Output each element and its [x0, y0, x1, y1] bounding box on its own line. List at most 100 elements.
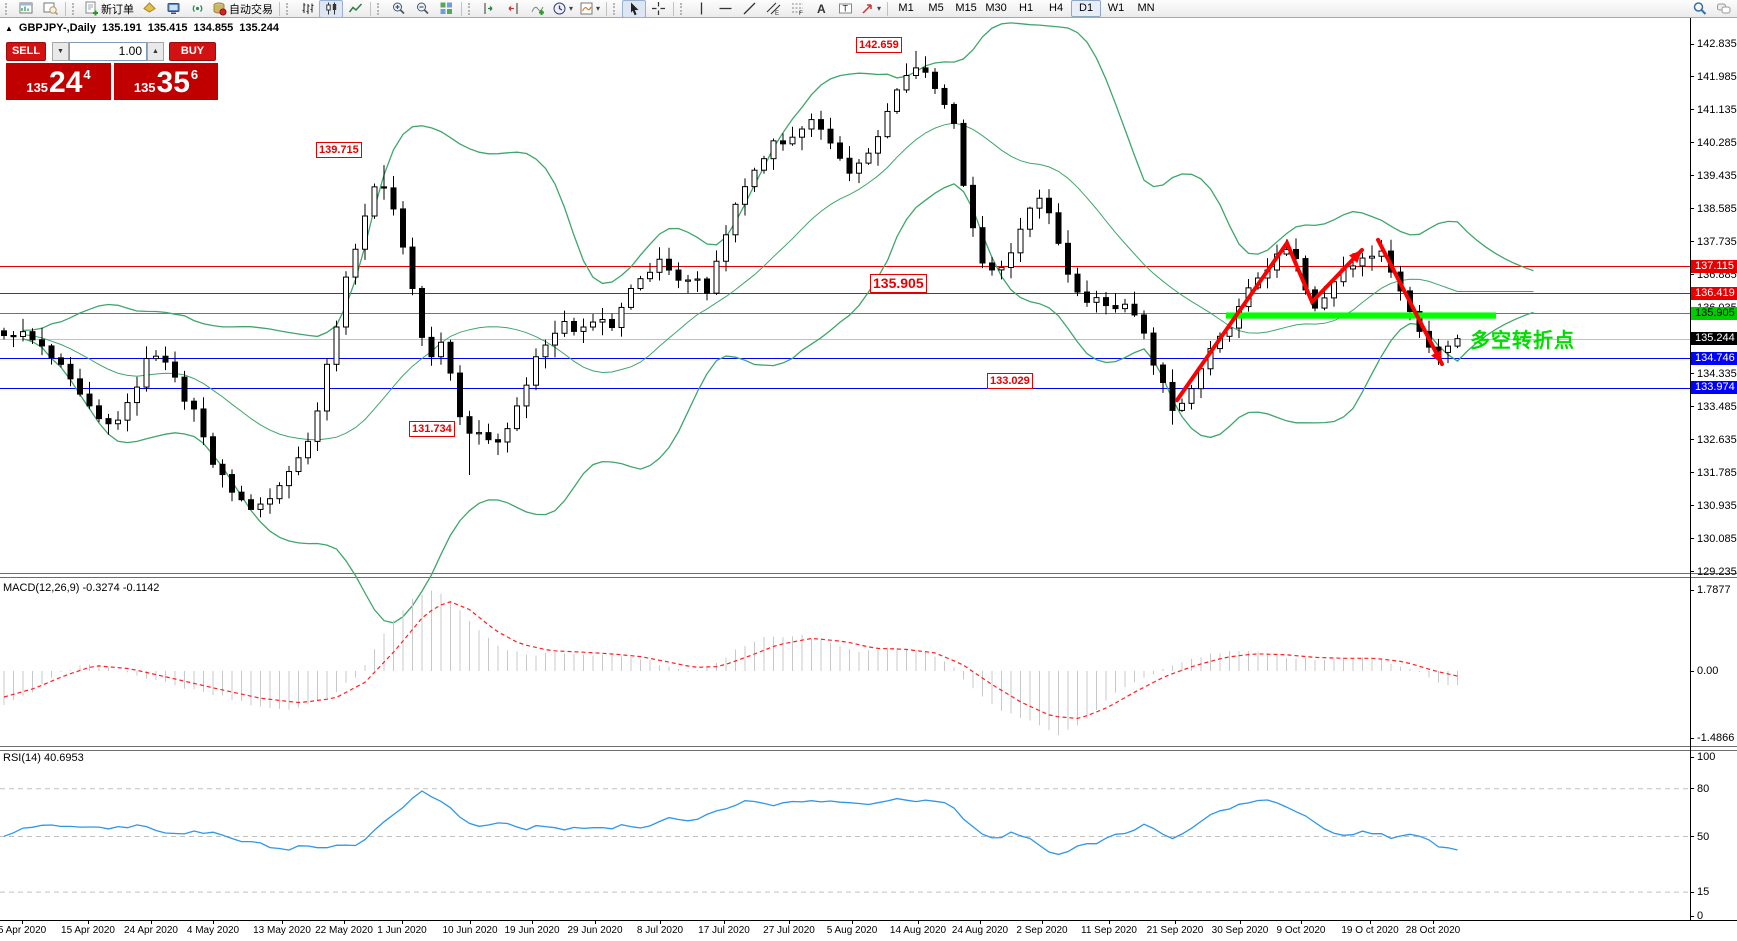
text-button[interactable]: A — [809, 0, 833, 18]
dropdown-caret-icon[interactable]: ▾ — [877, 4, 882, 13]
new-order-button[interactable]: 新订单 — [81, 0, 137, 18]
price-annotation-139.715[interactable]: 139.715 — [316, 142, 362, 158]
price-annotation-135.905[interactable]: 135.905 — [870, 274, 927, 293]
tile-windows-button[interactable] — [434, 0, 458, 18]
date-axis-label[interactable]: 15 Apr 2020 — [61, 925, 115, 936]
price-scale-tick[interactable]: 130.085 — [1697, 532, 1737, 545]
dropdown-caret-icon[interactable]: ▾ — [596, 4, 601, 13]
price-scale-tick[interactable]: 132.635 — [1697, 433, 1737, 446]
zigzag-arrow-1[interactable] — [1175, 238, 1364, 403]
search-button[interactable] — [1687, 0, 1711, 18]
chat-button[interactable] — [1711, 0, 1735, 18]
volume-increase-button[interactable]: ▲ — [147, 42, 164, 61]
horizontal-line-button[interactable] — [713, 0, 737, 18]
macd-scale-tick[interactable]: -1.4866 — [1697, 732, 1735, 745]
new-chart-button[interactable] — [14, 0, 38, 18]
volume-input[interactable]: 1.00 — [69, 42, 147, 61]
price-scale-tick[interactable]: 130.935 — [1697, 499, 1737, 512]
date-axis-label[interactable]: 19 O ct 2020 — [1341, 925, 1399, 936]
rsi-scale-tick[interactable]: 0 — [1697, 910, 1704, 922]
trendline-button[interactable] — [737, 0, 761, 18]
timeframe-h4-button[interactable]: H4 — [1049, 2, 1064, 14]
date-axis-label[interactable]: 1 Jun 2020 — [377, 925, 427, 936]
price-scale-tick[interactable]: 131.785 — [1697, 466, 1737, 479]
timeframe-d1-button[interactable]: D1 — [1071, 0, 1102, 17]
price-scale-tick[interactable]: 140.285 — [1697, 136, 1737, 149]
price-scale-tick[interactable]: 141.135 — [1697, 103, 1737, 116]
date-axis-label[interactable]: 27 Jul 2020 — [763, 925, 815, 936]
price-scale-tick[interactable]: 139.435 — [1697, 169, 1737, 182]
date-axis-label[interactable]: 4 May 2020 — [186, 925, 240, 936]
date-axis-label[interactable]: 21 Sep 2020 — [1146, 925, 1204, 936]
date-axis-label[interactable]: 5 Aug 2020 — [826, 925, 878, 936]
date-axis-label[interactable]: 24 Apr 2020 — [124, 925, 178, 936]
date-axis-label[interactable]: 28 Oct 2020 — [1405, 925, 1461, 936]
periods-button[interactable]: ▾ — [549, 0, 576, 18]
volume-decrease-button[interactable]: ▼ — [52, 42, 69, 61]
bollinger-upper-line[interactable] — [22, 22, 1534, 338]
price-scale-tick[interactable]: 138.585 — [1697, 202, 1737, 215]
timeframe-m15-button[interactable]: M15 — [955, 2, 977, 14]
panel-toggle-icon[interactable]: ▲ — [5, 23, 13, 33]
timeframe-m5-button[interactable]: M5 — [928, 2, 944, 14]
date-axis-label[interactable]: 11 Sep 2020 — [1081, 925, 1137, 936]
price-scale-tick[interactable]: 134.335 — [1697, 367, 1737, 380]
date-axis-label[interactable]: 29 Jun 2020 — [567, 925, 623, 936]
price-scale-tick[interactable]: 129.235 — [1697, 565, 1737, 578]
macd-scale-tick[interactable]: 0.00 — [1697, 665, 1719, 677]
date-axis-label[interactable]: 19 Jun 2020 — [504, 925, 560, 936]
sell-button[interactable]: SELL — [6, 42, 46, 61]
vertical-line-button[interactable] — [689, 0, 713, 18]
date-axis-label[interactable]: 17 Jul 2020 — [698, 925, 750, 936]
price-annotation-142.659[interactable]: 142.659 — [856, 37, 902, 53]
date-axis-label[interactable]: 13 May 2020 — [253, 925, 311, 936]
sell-price-button[interactable]: 135 24 4 — [6, 63, 111, 100]
rsi-scale-tick[interactable]: 15 — [1697, 886, 1710, 899]
macd-scale-tick[interactable]: 1.7877 — [1697, 584, 1731, 597]
add-indicator-button[interactable] — [525, 0, 549, 18]
zoom-out-button[interactable] — [410, 0, 434, 18]
price-scale-tick[interactable]: 137.735 — [1697, 235, 1737, 248]
date-axis-label[interactable]: 30 Sep 2020 — [1211, 925, 1269, 936]
chart-shift-button[interactable] — [501, 0, 525, 18]
cursor-button[interactable] — [622, 0, 647, 18]
channel-button[interactable]: E — [761, 0, 785, 18]
templates-button[interactable]: ▾ — [576, 0, 603, 18]
auto-scroll-button[interactable] — [477, 0, 501, 18]
price-annotation-131.734[interactable]: 131.734 — [409, 421, 455, 437]
metaeditor-button[interactable] — [137, 0, 161, 18]
date-axis-label[interactable]: 22 May 2020 — [315, 925, 373, 936]
autotrading-button[interactable]: 自动交易 — [209, 0, 276, 18]
date-axis-label[interactable]: 9 Oct 2020 — [1276, 925, 1326, 936]
turning-point-annotation[interactable]: 多空转折点 — [1470, 330, 1575, 352]
date-axis-label[interactable]: 14 Aug 2020 — [889, 925, 947, 936]
timeframe-m30-button[interactable]: M30 — [985, 2, 1007, 14]
zigzag-arrow-2[interactable] — [1376, 237, 1444, 367]
date-axis-label[interactable]: 10 Jun 2020 — [442, 925, 498, 936]
timeframe-mn-button[interactable]: MN — [1137, 2, 1155, 14]
rsi-scale-tick[interactable]: 50 — [1697, 830, 1710, 843]
line-chart-button[interactable] — [343, 0, 367, 18]
signals-button[interactable] — [185, 0, 209, 18]
terminal-button[interactable] — [161, 0, 185, 18]
crosshair-button[interactable] — [646, 0, 670, 18]
date-axis-label[interactable]: 24 Aug 2020 — [951, 925, 1009, 936]
dropdown-caret-icon[interactable]: ▾ — [569, 4, 574, 13]
bollinger-middle-line[interactable] — [22, 122, 1534, 441]
date-axis-label[interactable]: 8 Jul 2020 — [636, 925, 684, 936]
buy-price-button[interactable]: 135 35 6 — [114, 63, 218, 100]
chart-profiles-button[interactable] — [38, 0, 62, 18]
arrows-button[interactable]: ▾ — [857, 0, 884, 18]
rsi-scale-tick[interactable]: 100 — [1697, 751, 1716, 763]
support-zone-band[interactable] — [1226, 312, 1496, 319]
date-axis-label[interactable]: 5 Apr 2020 — [0, 925, 47, 936]
timeframe-w1-button[interactable]: W1 — [1107, 2, 1125, 14]
buy-button[interactable]: BUY — [169, 42, 216, 61]
price-scale-tick[interactable]: 133.485 — [1697, 400, 1737, 413]
price-scale-tick[interactable]: 142.835 — [1697, 38, 1737, 50]
candlestick-button[interactable] — [319, 0, 343, 18]
price-scale-tick[interactable]: 141.985 — [1697, 70, 1737, 83]
bollinger-lower-line[interactable] — [22, 183, 1534, 624]
timeframe-h1-button[interactable]: H1 — [1019, 2, 1034, 14]
date-axis-label[interactable]: 2 Sep 2020 — [1016, 925, 1068, 936]
